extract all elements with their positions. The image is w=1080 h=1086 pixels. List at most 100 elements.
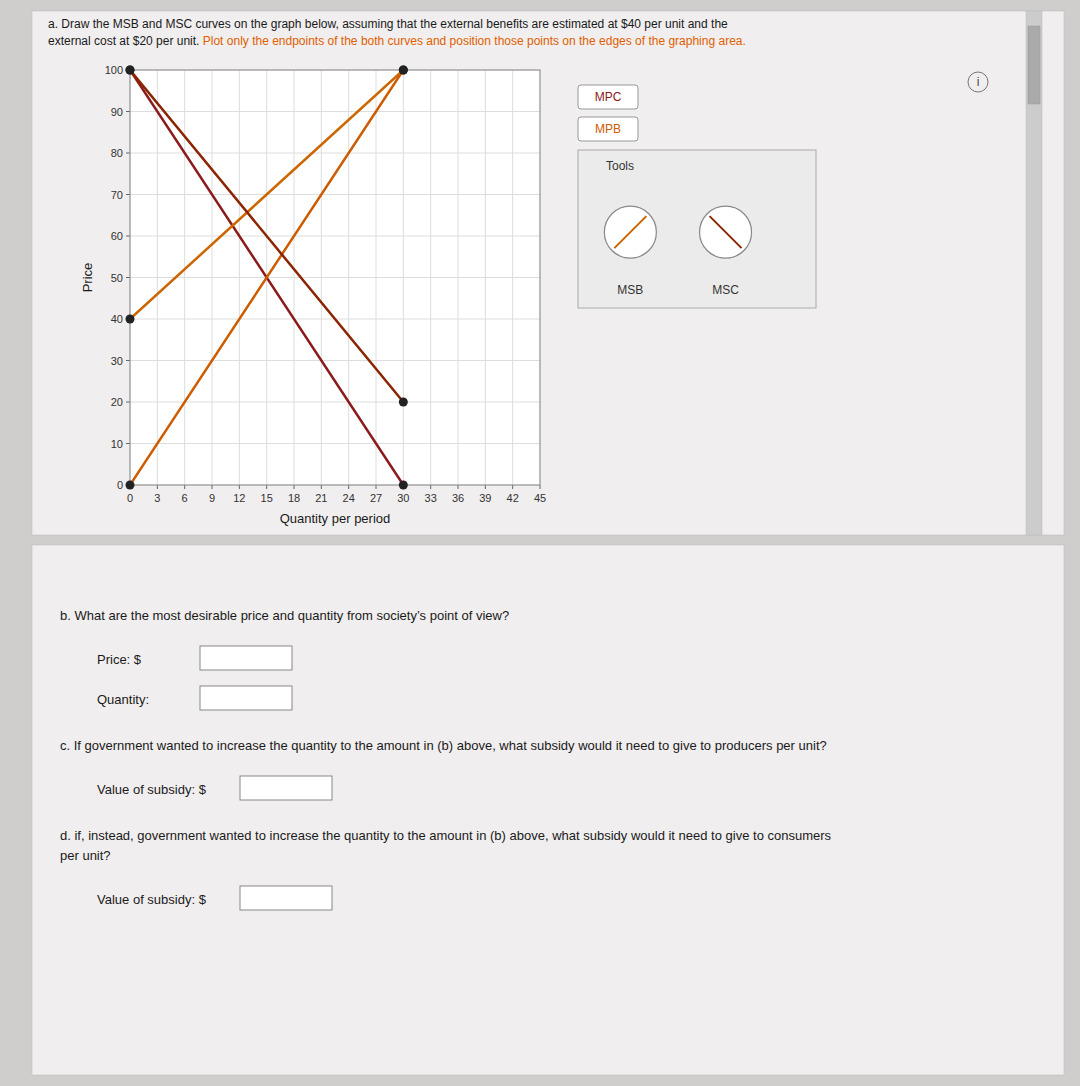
input-box[interactable] — [200, 686, 292, 710]
points — [126, 66, 408, 490]
tick-label-y: 0 — [117, 479, 123, 491]
tool-label[interactable]: MSB — [617, 283, 643, 297]
tick-label-x: 6 — [182, 492, 188, 504]
tool-icon-line[interactable] — [710, 216, 742, 248]
grid-line-y — [130, 194, 540, 195]
tick-x — [266, 485, 267, 489]
tools-panel — [578, 150, 816, 308]
subsidy-label: Value of subsidy: $ — [97, 892, 207, 907]
curve-button[interactable] — [578, 117, 638, 141]
tools-label: Tools — [606, 159, 634, 173]
tick-x — [512, 485, 513, 489]
tick-x — [294, 485, 295, 489]
y-axis-label: Price — [80, 263, 95, 293]
curve-button-label[interactable]: MPC — [595, 90, 622, 104]
series-line — [130, 70, 403, 485]
tick-x — [239, 485, 240, 489]
page: a. Draw the MSB and MSC curves on the gr… — [0, 0, 1080, 1086]
info-icon[interactable] — [968, 72, 988, 92]
grid-line-y — [130, 153, 540, 154]
upper-panel — [32, 11, 1064, 535]
tool-icon[interactable] — [700, 206, 752, 258]
quantity-label: Quantity: — [97, 692, 149, 707]
grid-line-y — [130, 111, 540, 112]
tick-label-x: 33 — [425, 492, 437, 504]
tick-x — [376, 485, 377, 489]
title: a. Draw the MSB and MSC curves on the gr… — [48, 17, 728, 31]
tick-label-y: 40 — [111, 313, 123, 325]
tick-x — [485, 485, 486, 489]
series-point[interactable] — [126, 66, 135, 75]
series-point[interactable] — [399, 66, 408, 75]
question-b: b. What are the most desirable price and… — [60, 608, 509, 623]
tick-label-x: 12 — [233, 492, 245, 504]
grid-line-y — [130, 277, 540, 278]
series-point[interactable] — [399, 398, 408, 407]
tick-label-y: 10 — [111, 438, 123, 450]
curve-button-label[interactable]: MPB — [595, 122, 621, 136]
highlight: Plot only the endpoints of the both curv… — [203, 34, 746, 48]
series-line — [130, 70, 403, 485]
tick-x — [321, 485, 322, 489]
x-axis-label: Quantity per period — [280, 511, 391, 526]
tick-label-x: 18 — [288, 492, 300, 504]
tick-label-y: 30 — [111, 355, 123, 367]
input-box[interactable] — [240, 776, 332, 800]
curve-button[interactable] — [578, 85, 638, 109]
tool-icon[interactable] — [604, 206, 656, 258]
tick-y — [126, 111, 130, 112]
tick-y — [126, 194, 130, 195]
tick-label-x: 27 — [370, 492, 382, 504]
question-c: c. If government wanted to increase the … — [60, 738, 827, 753]
tool-label[interactable]: MSC — [712, 283, 739, 297]
series-point[interactable] — [126, 315, 135, 324]
grid — [130, 70, 540, 485]
tick-label-x: 45 — [534, 492, 546, 504]
tick-label-x: 0 — [127, 492, 133, 504]
price-label: Price: $ — [97, 652, 142, 667]
tick-label-y: 50 — [111, 272, 123, 284]
tick-x — [458, 485, 459, 489]
series-line — [130, 70, 403, 319]
tick-y — [126, 443, 130, 444]
scrollbar-thumb[interactable] — [1028, 26, 1040, 104]
input-box[interactable] — [240, 886, 332, 910]
tick-label-y: 100 — [105, 64, 123, 76]
grid-line-y — [130, 360, 540, 361]
page-background — [0, 0, 1080, 1086]
lower-panel — [32, 545, 1064, 1075]
tick-label-x: 24 — [343, 492, 355, 504]
series-point[interactable] — [399, 481, 408, 490]
tick-y — [126, 402, 130, 403]
tick-label-x: 42 — [507, 492, 519, 504]
tick-label-x: 3 — [154, 492, 160, 504]
series-line — [130, 70, 403, 402]
grid-line-y — [130, 443, 540, 444]
tick-label-x: 15 — [261, 492, 273, 504]
series-point[interactable] — [126, 481, 135, 490]
lines — [130, 70, 403, 485]
tick-x — [430, 485, 431, 489]
tick-label-y: 90 — [111, 106, 123, 118]
tick-label-x: 21 — [315, 492, 327, 504]
info-label[interactable]: i — [977, 75, 980, 89]
tick-label-y: 70 — [111, 189, 123, 201]
tick-label-x: 39 — [479, 492, 491, 504]
grid-line-y — [130, 236, 540, 237]
scrollbar[interactable] — [1026, 11, 1042, 535]
tool-icon-line[interactable] — [614, 216, 646, 248]
question-d: per unit? — [60, 848, 111, 863]
subsidy-label: Value of subsidy: $ — [97, 782, 207, 797]
tick-x — [540, 485, 541, 489]
series-point[interactable] — [399, 66, 408, 75]
axes: 0369121518212427303336394245010203040506… — [105, 64, 546, 504]
tick-y — [126, 236, 130, 237]
series-point[interactable] — [126, 66, 135, 75]
tick-label-y: 80 — [111, 147, 123, 159]
subtitle: external cost at $20 per unit. — [48, 34, 203, 48]
tick-y — [126, 153, 130, 154]
plot-background — [130, 70, 540, 485]
tick-y — [126, 360, 130, 361]
input-box[interactable] — [200, 646, 292, 670]
tick-label-x: 30 — [397, 492, 409, 504]
